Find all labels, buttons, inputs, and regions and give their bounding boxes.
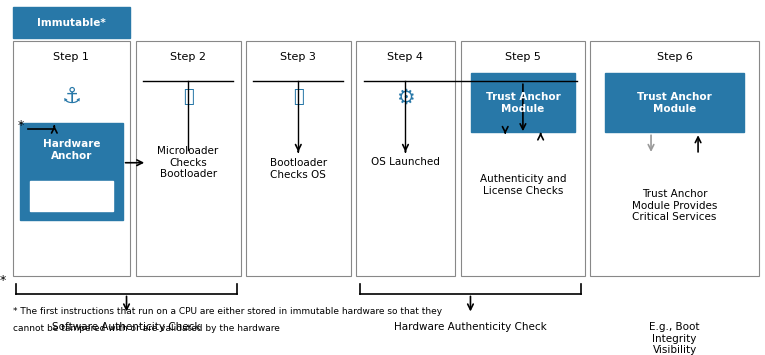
Text: 🔍: 🔍 [293, 88, 304, 106]
Text: Step 6: Step 6 [656, 53, 692, 62]
Text: 🔒: 🔒 [183, 88, 194, 106]
FancyBboxPatch shape [605, 73, 744, 132]
Text: Trust Anchor
Module: Trust Anchor Module [637, 92, 712, 114]
FancyBboxPatch shape [12, 42, 130, 276]
Text: Step 3: Step 3 [280, 53, 316, 62]
Text: OS Launched: OS Launched [371, 157, 440, 167]
Text: Hardware Authenticity Check: Hardware Authenticity Check [394, 322, 547, 332]
Text: Bootloader
Checks OS: Bootloader Checks OS [270, 158, 327, 180]
FancyBboxPatch shape [20, 123, 122, 220]
Text: Authenticity and
License Checks: Authenticity and License Checks [480, 174, 566, 196]
FancyBboxPatch shape [356, 42, 455, 276]
Text: ⚓: ⚓ [61, 87, 81, 107]
Text: * The first instructions that run on a CPU are either stored in immutable hardwa: * The first instructions that run on a C… [12, 307, 441, 316]
Text: Step 5: Step 5 [505, 53, 541, 62]
Text: *: * [0, 274, 6, 287]
FancyBboxPatch shape [30, 181, 112, 211]
Text: Microloader
Checks
Bootloader: Microloader Checks Bootloader [158, 146, 219, 179]
FancyBboxPatch shape [246, 42, 350, 276]
Text: ⚙: ⚙ [396, 87, 415, 107]
Text: cannot be tampered with or are validated by the hardware: cannot be tampered with or are validated… [12, 324, 279, 333]
FancyBboxPatch shape [12, 7, 130, 38]
Text: Trust Anchor
Module Provides
Critical Services: Trust Anchor Module Provides Critical Se… [632, 189, 718, 222]
FancyBboxPatch shape [135, 42, 240, 276]
FancyBboxPatch shape [470, 73, 575, 132]
Text: Trust Anchor
Module: Trust Anchor Module [486, 92, 560, 114]
Text: E.g., Boot
Integrity
Visibility: E.g., Boot Integrity Visibility [649, 322, 700, 355]
Text: Step 2: Step 2 [170, 53, 206, 62]
Text: *: * [18, 119, 24, 132]
Text: Step 4: Step 4 [388, 53, 424, 62]
FancyBboxPatch shape [461, 42, 585, 276]
Text: Software Authenticity Check: Software Authenticity Check [52, 322, 200, 332]
Text: Immutable*: Immutable* [37, 18, 106, 28]
FancyBboxPatch shape [590, 42, 759, 276]
Text: Hardware
Anchor: Hardware Anchor [43, 139, 100, 161]
Text: Step 1: Step 1 [54, 53, 90, 62]
